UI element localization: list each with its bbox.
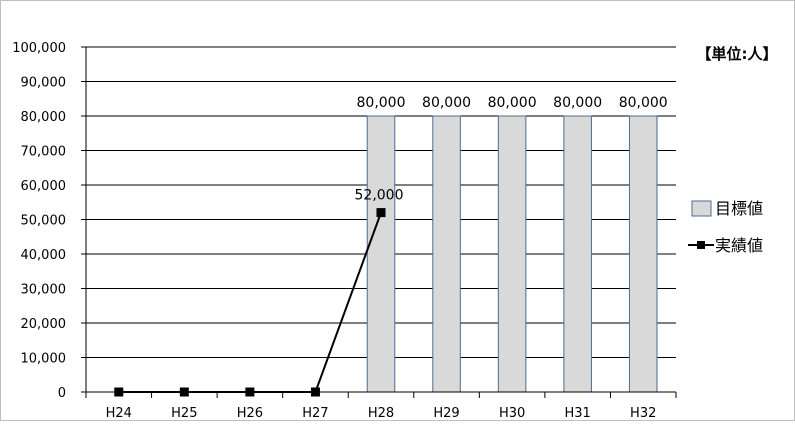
x-tick-label: H28 [368,406,394,421]
line-point [179,387,189,397]
x-tick-label: H25 [171,406,197,421]
bar-data-label: 80,000 [553,95,602,111]
unit-label: 【単位:人】 [697,45,778,63]
line-point [245,387,255,397]
y-tick-label: 10,000 [21,352,67,367]
y-tick-label: 20,000 [21,317,67,332]
bar-data-label: 80,000 [619,95,668,111]
bar [563,115,592,393]
y-tick-label: 80,000 [21,110,67,125]
y-tick-label: 50,000 [21,214,67,229]
line-point [376,208,386,218]
x-tick-label: H24 [106,406,132,421]
x-tick-label: H31 [565,406,591,421]
bar-series-target [366,115,658,393]
x-tick-label: H29 [433,406,459,421]
legend-swatch-target [691,200,712,217]
data-labels: 80,000 80,000 80,000 80,000 80,000 52,000 [355,95,668,204]
x-axis-tick-labels: H24 H25 H26 H27 H28 H29 H30 H31 H32 [106,406,657,421]
line-point [114,387,124,397]
y-tick-label: 70,000 [21,145,67,160]
line-series-actual [114,208,386,397]
y-tick-label: 40,000 [21,248,67,263]
legend: 目標値 実績値 [688,199,763,255]
legend-marker-actual [697,241,705,249]
bar-data-label: 80,000 [488,95,537,111]
y-tick-label: 30,000 [21,283,67,298]
legend-item-target: 目標値 [691,199,763,218]
bar [497,115,527,393]
legend-label-actual: 実績値 [715,236,763,255]
bar [432,115,461,393]
bar-data-label: 80,000 [422,95,471,111]
y-tick-label: 60,000 [21,179,67,194]
legend-item-actual: 実績値 [688,236,763,255]
bar [628,115,658,393]
y-tick-label: 90,000 [21,76,67,91]
x-tick-label: H32 [630,406,656,421]
y-axis-tick-labels: 0 10,000 20,000 30,000 40,000 50,000 60,000 70,… [12,41,66,401]
line-point [310,387,320,397]
bar-data-label: 80,000 [357,95,406,111]
x-tick-label: H30 [499,406,525,421]
x-tick-label: H26 [237,406,263,421]
bar [366,115,396,393]
x-tick-label: H27 [302,406,328,421]
y-tick-label: 0 [58,386,66,401]
legend-label-target: 目標値 [715,199,763,218]
y-tick-label: 100,000 [12,41,66,56]
point-data-label: 52,000 [355,188,404,204]
